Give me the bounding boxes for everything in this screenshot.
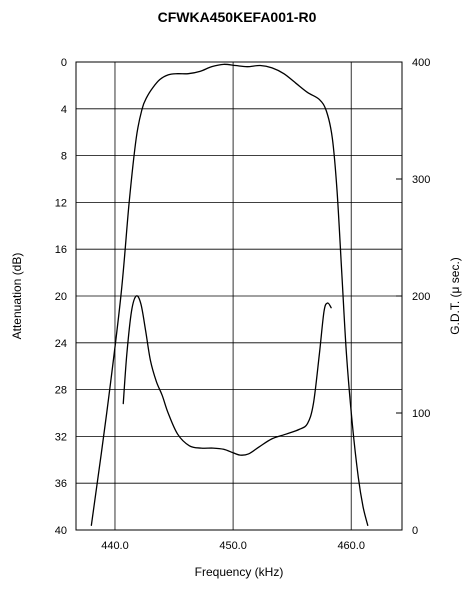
y2-axis-label: G.D.T. (μ sec.) — [448, 257, 462, 335]
x-tick-label: 440.0 — [101, 540, 129, 552]
chart-title: CFWKA450KEFA001-R0 — [158, 9, 317, 25]
attenuation-series-line — [90, 63, 369, 526]
y-tick-label: 4 — [61, 104, 67, 116]
y-tick-label: 12 — [55, 197, 67, 209]
grid — [76, 62, 402, 530]
y-tick-label: 28 — [55, 385, 67, 397]
x-tick-label: 460.0 — [337, 540, 365, 552]
x-tick-label: 450.0 — [219, 540, 247, 552]
y2-tick-label: 400 — [412, 57, 430, 69]
y2-tick-label: 300 — [412, 174, 430, 186]
y-tick-labels: 0 4 8 12 16 20 24 28 32 36 40 — [55, 57, 67, 537]
y2-tick-label: 100 — [412, 408, 430, 420]
gdt-series-line — [122, 295, 332, 456]
x-axis-label: Frequency (kHz) — [195, 565, 284, 579]
y-tick-label: 40 — [55, 525, 67, 537]
y-tick-label: 0 — [61, 57, 67, 69]
y-tick-label: 16 — [55, 244, 67, 256]
y-tick-label: 20 — [55, 291, 67, 303]
series-layer — [90, 63, 369, 526]
y-tick-label: 36 — [55, 478, 67, 490]
y2-tick-label: 200 — [412, 291, 430, 303]
x-tick-labels: 440.0 450.0 460.0 — [101, 540, 365, 552]
y-axis-label: Attenuation (dB) — [10, 253, 24, 340]
y-tick-label: 32 — [55, 431, 67, 443]
y2-tick-labels: 400 300 200 100 0 — [396, 57, 430, 537]
y-tick-label: 24 — [55, 338, 67, 350]
y2-tick-label: 0 — [412, 525, 418, 537]
y-tick-label: 8 — [61, 151, 67, 163]
